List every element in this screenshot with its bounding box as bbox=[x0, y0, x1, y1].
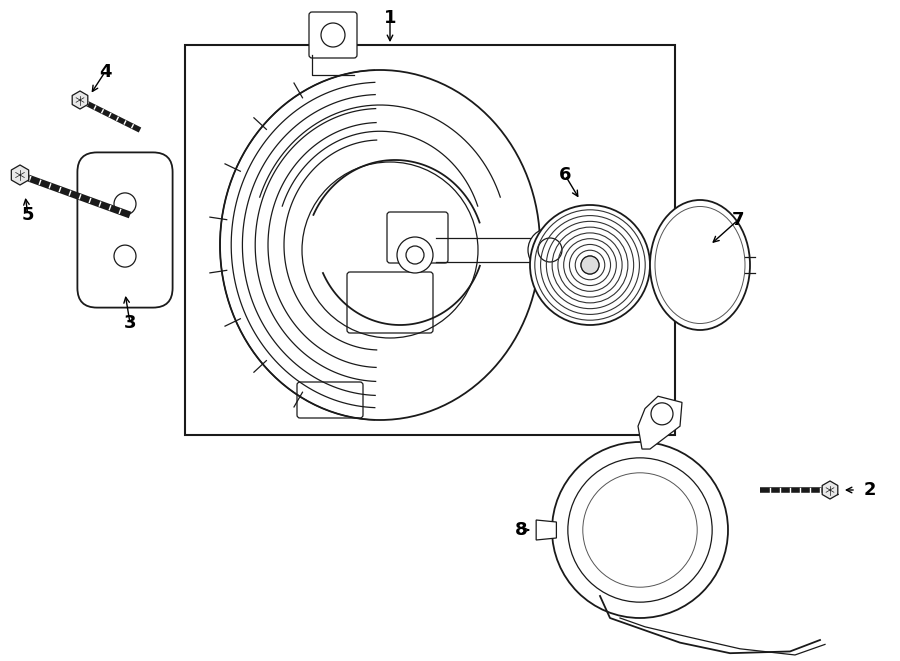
Text: 8: 8 bbox=[515, 521, 527, 539]
Polygon shape bbox=[536, 520, 556, 540]
Text: 6: 6 bbox=[559, 166, 572, 184]
Text: 4: 4 bbox=[99, 63, 112, 81]
Polygon shape bbox=[12, 165, 29, 185]
Ellipse shape bbox=[650, 200, 750, 330]
Polygon shape bbox=[823, 481, 838, 499]
Circle shape bbox=[321, 23, 345, 47]
Text: 7: 7 bbox=[732, 211, 744, 229]
Circle shape bbox=[528, 228, 572, 272]
Text: 1: 1 bbox=[383, 9, 396, 27]
Polygon shape bbox=[638, 396, 682, 449]
Text: 2: 2 bbox=[864, 481, 877, 499]
Circle shape bbox=[397, 237, 433, 273]
Text: 3: 3 bbox=[124, 314, 136, 332]
FancyBboxPatch shape bbox=[309, 12, 357, 58]
Circle shape bbox=[530, 205, 650, 325]
Bar bbox=[185, 45, 675, 435]
Circle shape bbox=[552, 442, 728, 618]
FancyBboxPatch shape bbox=[77, 153, 173, 307]
Circle shape bbox=[581, 256, 599, 274]
Polygon shape bbox=[72, 91, 88, 109]
Ellipse shape bbox=[220, 70, 540, 420]
Text: 5: 5 bbox=[22, 206, 34, 224]
